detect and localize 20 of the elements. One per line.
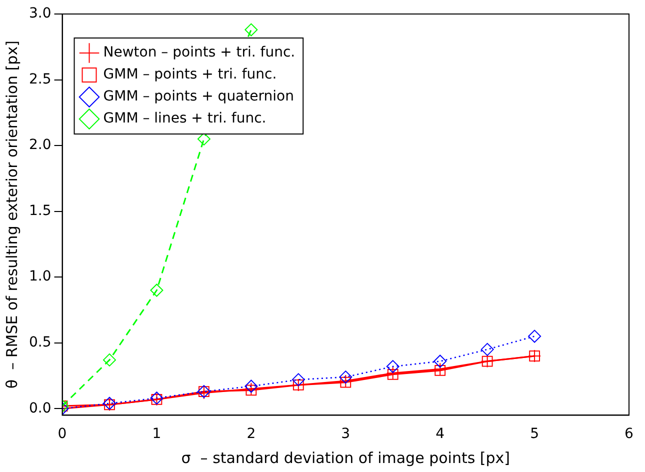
x-tick-label: 3: [341, 426, 350, 442]
legend-label: Newton – points + tri. func.: [103, 44, 296, 61]
legend-label: GMM – lines + tri. func.: [103, 110, 266, 127]
x-tick-label: 0: [58, 426, 67, 442]
y-tick-label: 0.5: [29, 334, 52, 350]
legend-label: GMM – points + tri. func.: [103, 66, 277, 83]
x-tick-label: 2: [246, 426, 256, 442]
y-axis-title: θ – RMSE of resulting exterior orientation [px]: [2, 40, 21, 389]
y-tick-label: 3.0: [29, 6, 52, 22]
legend-label: GMM – points + quaternion: [103, 88, 294, 105]
x-axis-title: σ – standard deviation of image points [px]: [181, 448, 510, 467]
y-tick-label: 0.0: [29, 400, 52, 416]
y-tick-label: 2.0: [29, 137, 52, 154]
y-tick-label: 1.0: [29, 268, 52, 285]
x-tick-label: 6: [624, 426, 634, 442]
x-tick-label: 5: [530, 426, 540, 442]
y-tick-label: 2.5: [29, 71, 52, 88]
x-tick-label: 1: [152, 426, 162, 442]
y-tick-label: 1.5: [29, 202, 52, 219]
x-tick-label: 4: [436, 426, 445, 442]
